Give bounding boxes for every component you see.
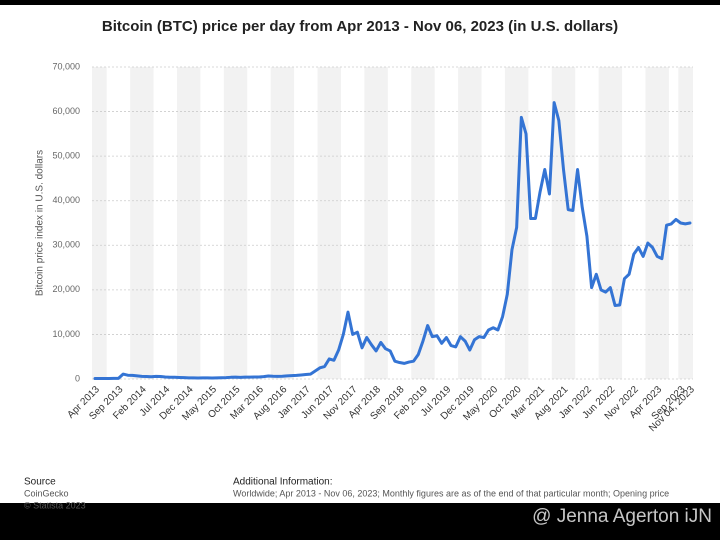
y-tick-label: 30,000 bbox=[52, 240, 80, 250]
watermark: @ Jenna Agerton iJN bbox=[532, 506, 712, 527]
y-axis-label: Bitcoin price index in U.S. dollars bbox=[35, 150, 46, 296]
background-band bbox=[411, 67, 435, 379]
background-band bbox=[176, 67, 201, 379]
y-tick-label: 20,000 bbox=[52, 284, 80, 294]
copyright: © Statista 2023 bbox=[24, 500, 86, 510]
y-tick-label: 70,000 bbox=[52, 61, 80, 71]
background-band bbox=[317, 67, 341, 379]
price-line bbox=[93, 101, 692, 381]
background-band bbox=[223, 67, 248, 379]
y-tick-label: 60,000 bbox=[52, 106, 80, 116]
background-band bbox=[598, 67, 623, 379]
y-tick-label: 40,000 bbox=[52, 195, 80, 205]
grid bbox=[92, 66, 693, 380]
y-tick-label: 50,000 bbox=[52, 151, 80, 161]
background-band bbox=[364, 67, 388, 379]
background-band bbox=[270, 67, 295, 379]
source: CoinGecko bbox=[24, 488, 69, 498]
info: Worldwide; Apr 2013 - Nov 06, 2023; Mont… bbox=[233, 488, 669, 498]
background-band bbox=[92, 67, 107, 379]
chart-title: Bitcoin (BTC) price per day from Apr 201… bbox=[102, 18, 618, 35]
top-frame bbox=[0, 0, 720, 5]
background-band bbox=[458, 67, 482, 379]
background-band bbox=[551, 67, 576, 379]
source-heading: Source bbox=[24, 477, 56, 488]
background-band bbox=[645, 67, 669, 379]
y-tick-label: 0 bbox=[75, 373, 80, 383]
background-bands bbox=[92, 67, 693, 379]
y-tick-label: 10,000 bbox=[52, 329, 80, 339]
bottom-frame bbox=[0, 503, 720, 540]
background-band bbox=[130, 67, 154, 379]
info-heading: Additional Information: bbox=[233, 477, 333, 488]
